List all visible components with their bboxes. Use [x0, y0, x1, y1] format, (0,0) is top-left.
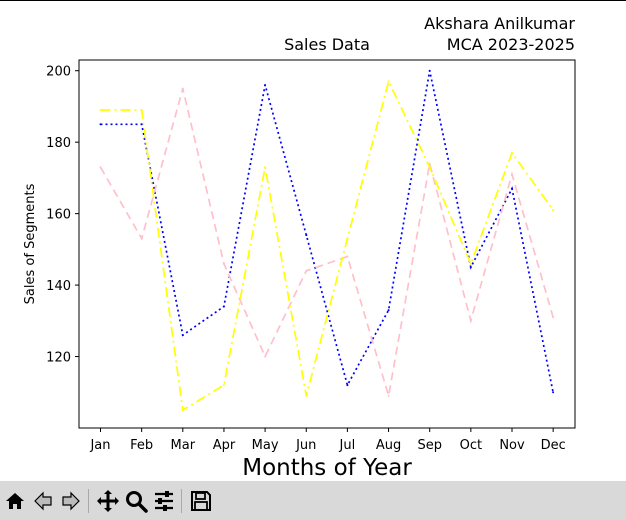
data-point [222, 305, 225, 308]
data-point [552, 391, 555, 394]
data-point [264, 355, 267, 358]
data-point [99, 123, 102, 126]
data-point [305, 394, 308, 397]
x-tick-label: May [252, 438, 279, 453]
line-chart: Jan Feb Mar Apr May Jun Jul Aug Sep Oct Nov Dec 120… [23, 14, 576, 481]
data-point [181, 87, 184, 90]
save-icon[interactable] [188, 488, 214, 514]
data-point [511, 173, 513, 176]
x-tick-label: Feb [130, 438, 153, 453]
data-point [222, 262, 225, 265]
window-top-border [0, 0, 626, 1]
data-point [346, 237, 349, 240]
plot-frame [78, 59, 576, 429]
author-course: MCA 2023-2025 [447, 35, 575, 54]
data-point [469, 319, 472, 322]
y-tick-label: 180 [46, 136, 71, 151]
plot-area [79, 60, 575, 428]
x-tick-label: Aug [376, 438, 401, 453]
x-tick-label: Jun [295, 438, 316, 453]
data-point [428, 162, 431, 165]
data-point [428, 166, 431, 169]
series-line-1 [100, 70, 554, 393]
pan-icon[interactable] [95, 488, 121, 514]
toolbar-separator [181, 488, 182, 513]
zoom-icon[interactable] [123, 488, 149, 514]
back-icon[interactable] [30, 488, 56, 514]
data-point [181, 409, 184, 412]
data-point [469, 262, 472, 265]
x-tick-label: Mar [171, 438, 196, 453]
home-icon[interactable] [2, 488, 28, 514]
data-point [264, 166, 267, 169]
data-point [428, 69, 431, 72]
data-point [222, 384, 225, 387]
chart-title: Sales Data [284, 35, 370, 54]
data-point [305, 269, 308, 272]
author-name: Akshara Anilkumar [424, 14, 575, 33]
data-point [99, 109, 102, 111]
data-point [552, 209, 555, 212]
x-tick-label: Dec [541, 438, 566, 453]
data-point [469, 266, 472, 269]
data-point [140, 109, 143, 111]
data-point [346, 384, 349, 387]
data-point [305, 234, 308, 237]
y-tick-label: 120 [46, 351, 71, 366]
data-point [140, 237, 143, 240]
data-point [181, 334, 184, 337]
data-point [140, 123, 143, 126]
data-point [346, 255, 349, 258]
series-line-3 [100, 78, 554, 412]
x-tick-label: Apr [213, 438, 236, 453]
x-tick-label: Jul [339, 438, 356, 453]
data-point [511, 187, 513, 190]
x-tick-label: Jan [89, 438, 110, 453]
data-point [387, 309, 390, 312]
y-tick-label: 160 [46, 208, 71, 223]
data-point [99, 166, 102, 169]
x-tick-label: Oct [460, 438, 482, 453]
x-tick-label: Sep [417, 438, 442, 453]
forward-icon[interactable] [58, 488, 84, 514]
x-axis-label: Months of Year [242, 455, 412, 481]
y-axis-label: Sales of Segments [23, 183, 38, 304]
y-tick-label: 200 [46, 65, 71, 80]
data-point [387, 394, 390, 397]
configure-subplots-icon[interactable] [151, 488, 177, 514]
y-tick-label: 140 [46, 279, 71, 294]
data-point [552, 316, 555, 319]
toolbar-separator [88, 488, 89, 513]
data-point [511, 151, 513, 154]
data-point [387, 80, 390, 83]
toolbar [0, 481, 626, 520]
series-line-2 [99, 88, 554, 397]
x-tick-label: Nov [499, 438, 525, 453]
data-point [264, 84, 267, 86]
